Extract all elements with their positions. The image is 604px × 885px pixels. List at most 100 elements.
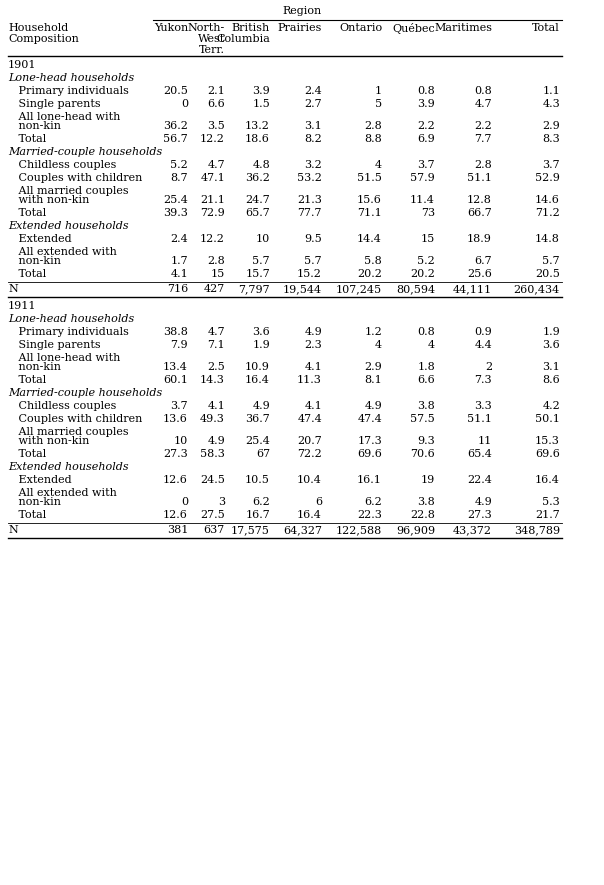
Text: 47.1: 47.1 [201, 173, 225, 183]
Text: 0: 0 [181, 99, 188, 109]
Text: 51.5: 51.5 [357, 173, 382, 183]
Text: Primary individuals: Primary individuals [8, 327, 129, 337]
Text: Total: Total [8, 510, 47, 520]
Text: 0.8: 0.8 [417, 86, 435, 96]
Text: 14.6: 14.6 [535, 195, 560, 205]
Text: 3.9: 3.9 [417, 99, 435, 109]
Text: 70.6: 70.6 [410, 449, 435, 459]
Text: 15.6: 15.6 [357, 195, 382, 205]
Text: Total: Total [8, 375, 47, 385]
Text: 4.1: 4.1 [170, 269, 188, 279]
Text: 3.7: 3.7 [170, 401, 188, 411]
Text: 47.4: 47.4 [357, 414, 382, 424]
Text: 5.8: 5.8 [364, 256, 382, 266]
Text: 348,789: 348,789 [514, 525, 560, 535]
Text: 10: 10 [255, 234, 270, 244]
Text: North-: North- [188, 23, 225, 33]
Text: 2.4: 2.4 [170, 234, 188, 244]
Text: 6.2: 6.2 [364, 497, 382, 507]
Text: 4: 4 [428, 340, 435, 350]
Text: 13.6: 13.6 [163, 414, 188, 424]
Text: 2.8: 2.8 [474, 160, 492, 170]
Text: 6.7: 6.7 [474, 256, 492, 266]
Text: 7.3: 7.3 [474, 375, 492, 385]
Text: Composition: Composition [8, 34, 79, 44]
Text: non-kin: non-kin [8, 121, 61, 131]
Text: 9.5: 9.5 [304, 234, 322, 244]
Text: 4.9: 4.9 [207, 436, 225, 446]
Text: 4.3: 4.3 [542, 99, 560, 109]
Text: 3.9: 3.9 [252, 86, 270, 96]
Text: 5.7: 5.7 [252, 256, 270, 266]
Text: 4.7: 4.7 [207, 160, 225, 170]
Text: 22.8: 22.8 [410, 510, 435, 520]
Text: 69.6: 69.6 [535, 449, 560, 459]
Text: All married couples: All married couples [8, 186, 129, 196]
Text: 1.1: 1.1 [542, 86, 560, 96]
Text: 71.1: 71.1 [357, 208, 382, 218]
Text: 22.4: 22.4 [467, 475, 492, 485]
Text: Yukon: Yukon [154, 23, 188, 33]
Text: 8.3: 8.3 [542, 134, 560, 144]
Text: 36.2: 36.2 [163, 121, 188, 131]
Text: Single parents: Single parents [8, 99, 101, 109]
Text: 12.2: 12.2 [200, 134, 225, 144]
Text: 1.5: 1.5 [252, 99, 270, 109]
Text: 6.6: 6.6 [207, 99, 225, 109]
Text: 381: 381 [167, 525, 188, 535]
Text: Total: Total [8, 208, 47, 218]
Text: Québec: Québec [392, 23, 435, 34]
Text: 11.4: 11.4 [410, 195, 435, 205]
Text: 73: 73 [421, 208, 435, 218]
Text: 18.9: 18.9 [467, 234, 492, 244]
Text: 3.3: 3.3 [474, 401, 492, 411]
Text: 49.3: 49.3 [200, 414, 225, 424]
Text: Columbia: Columbia [216, 34, 270, 44]
Text: 8.7: 8.7 [170, 173, 188, 183]
Text: 27.3: 27.3 [163, 449, 188, 459]
Text: 15.2: 15.2 [297, 269, 322, 279]
Text: non-kin: non-kin [8, 256, 61, 266]
Text: 1.9: 1.9 [252, 340, 270, 350]
Text: 5.2: 5.2 [417, 256, 435, 266]
Text: West: West [198, 34, 225, 44]
Text: 25.4: 25.4 [163, 195, 188, 205]
Text: 16.1: 16.1 [357, 475, 382, 485]
Text: 57.5: 57.5 [410, 414, 435, 424]
Text: 14.3: 14.3 [200, 375, 225, 385]
Text: 4: 4 [375, 160, 382, 170]
Text: 16.7: 16.7 [245, 510, 270, 520]
Text: Married-couple households: Married-couple households [8, 147, 162, 157]
Text: 5.7: 5.7 [542, 256, 560, 266]
Text: 4.1: 4.1 [207, 401, 225, 411]
Text: 72.2: 72.2 [297, 449, 322, 459]
Text: 19: 19 [421, 475, 435, 485]
Text: 3.2: 3.2 [304, 160, 322, 170]
Text: 7.7: 7.7 [475, 134, 492, 144]
Text: 69.6: 69.6 [357, 449, 382, 459]
Text: 60.1: 60.1 [163, 375, 188, 385]
Text: 71.2: 71.2 [535, 208, 560, 218]
Text: 16.4: 16.4 [297, 510, 322, 520]
Text: 6.9: 6.9 [417, 134, 435, 144]
Text: Household: Household [8, 23, 68, 33]
Text: 4.4: 4.4 [474, 340, 492, 350]
Text: 2.3: 2.3 [304, 340, 322, 350]
Text: 2.5: 2.5 [207, 362, 225, 372]
Text: 122,588: 122,588 [336, 525, 382, 535]
Text: 7.1: 7.1 [207, 340, 225, 350]
Text: 10.9: 10.9 [245, 362, 270, 372]
Text: 15.3: 15.3 [535, 436, 560, 446]
Text: Primary individuals: Primary individuals [8, 86, 129, 96]
Text: 4.7: 4.7 [474, 99, 492, 109]
Text: 10.5: 10.5 [245, 475, 270, 485]
Text: 20.7: 20.7 [297, 436, 322, 446]
Text: 2.2: 2.2 [474, 121, 492, 131]
Text: Married-couple households: Married-couple households [8, 388, 162, 398]
Text: Ontario: Ontario [339, 23, 382, 33]
Text: 3.1: 3.1 [542, 362, 560, 372]
Text: 3.8: 3.8 [417, 401, 435, 411]
Text: 64,327: 64,327 [283, 525, 322, 535]
Text: Total: Total [532, 23, 560, 33]
Text: 7,797: 7,797 [239, 284, 270, 294]
